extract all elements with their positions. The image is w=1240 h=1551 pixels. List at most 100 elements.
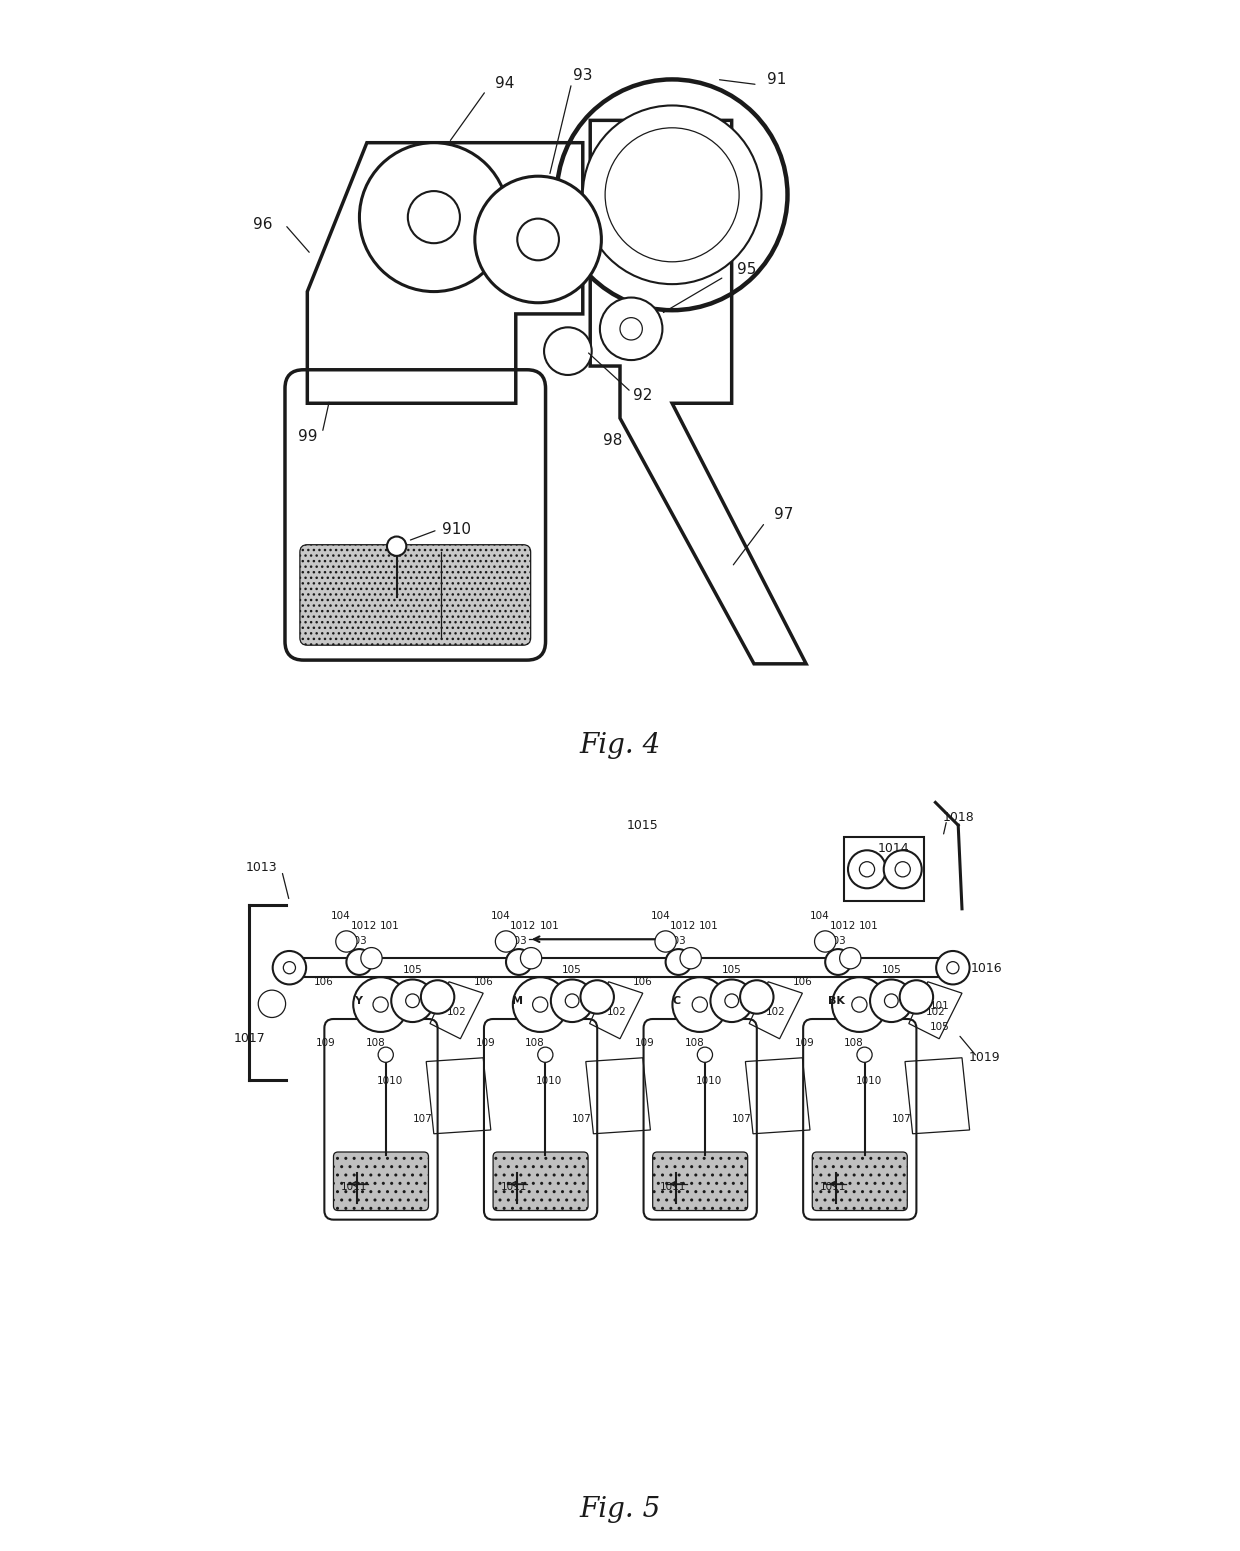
FancyBboxPatch shape [300,544,531,645]
Text: 107: 107 [572,1114,591,1123]
Circle shape [551,980,594,1022]
Text: 105: 105 [929,1022,949,1031]
Text: 98: 98 [603,433,622,448]
Text: C: C [673,996,681,1005]
Circle shape [360,143,508,292]
Circle shape [680,948,702,969]
Circle shape [387,537,407,555]
Text: 1012: 1012 [511,921,537,931]
Circle shape [495,931,517,952]
Text: 1017: 1017 [233,1031,265,1044]
Text: 1011: 1011 [341,1182,367,1193]
Circle shape [600,298,662,360]
Circle shape [825,949,851,976]
Text: 104: 104 [331,912,351,921]
Text: 103: 103 [667,937,687,946]
Circle shape [725,994,739,1008]
Text: 101: 101 [858,921,878,931]
Text: 103: 103 [348,937,368,946]
Text: 1012: 1012 [830,921,856,931]
Text: 1012: 1012 [670,921,697,931]
Text: 106: 106 [632,977,652,986]
Circle shape [557,79,787,310]
Text: 1010: 1010 [856,1075,882,1086]
Text: 101: 101 [929,1000,949,1011]
Circle shape [666,949,692,976]
Text: 103: 103 [507,937,527,946]
Text: 1013: 1013 [246,861,277,873]
Circle shape [346,949,372,976]
Circle shape [936,951,970,985]
Circle shape [839,948,861,969]
Text: 105: 105 [882,965,901,976]
Circle shape [513,977,568,1031]
FancyBboxPatch shape [334,1152,429,1210]
Text: 96: 96 [253,217,273,233]
Text: 1019: 1019 [968,1050,1001,1064]
Circle shape [857,1047,872,1062]
Text: 1012: 1012 [351,921,377,931]
Circle shape [283,962,295,974]
Circle shape [506,949,532,976]
Text: 104: 104 [491,912,511,921]
Circle shape [353,977,408,1031]
Text: 1016: 1016 [971,962,1002,974]
Text: 1014: 1014 [878,842,909,855]
Circle shape [336,931,357,952]
Text: 94: 94 [495,76,515,90]
Circle shape [258,990,285,1017]
Text: 103: 103 [827,937,847,946]
Text: 93: 93 [573,68,593,84]
FancyBboxPatch shape [652,1152,748,1210]
Circle shape [832,977,887,1031]
Circle shape [605,127,739,262]
Text: 102: 102 [925,1007,945,1017]
Text: 101: 101 [539,921,559,931]
Text: Y: Y [353,996,362,1005]
Text: 1018: 1018 [942,811,975,824]
Text: BK: BK [828,996,844,1005]
Circle shape [583,105,761,284]
Text: 106: 106 [314,977,334,986]
Text: 109: 109 [635,1038,655,1047]
Circle shape [900,980,934,1014]
Text: 99: 99 [298,430,317,444]
Circle shape [870,980,913,1022]
Text: 95: 95 [737,262,756,276]
Text: Fig. 4: Fig. 4 [579,732,661,760]
Text: 105: 105 [403,965,423,976]
Text: 101: 101 [699,921,719,931]
Text: 1010: 1010 [377,1075,403,1086]
Circle shape [884,994,898,1008]
Circle shape [565,994,579,1008]
Text: 102: 102 [446,1007,466,1017]
Text: 91: 91 [766,71,786,87]
Text: 910: 910 [441,523,471,537]
Text: 97: 97 [774,507,794,523]
Text: 109: 109 [795,1038,815,1047]
Text: 1011: 1011 [660,1182,687,1193]
Circle shape [692,997,707,1013]
Circle shape [711,980,753,1022]
Circle shape [895,862,910,876]
Text: 101: 101 [379,921,399,931]
Circle shape [848,850,887,889]
Circle shape [373,997,388,1013]
Text: Fig. 5: Fig. 5 [579,1495,661,1523]
Text: 104: 104 [810,912,830,921]
Text: 106: 106 [474,977,494,986]
Circle shape [475,177,601,302]
Text: 109: 109 [476,1038,495,1047]
Text: 102: 102 [606,1007,626,1017]
Text: 1010: 1010 [696,1075,722,1086]
Circle shape [852,997,867,1013]
Circle shape [859,862,874,876]
Circle shape [672,977,727,1031]
Text: 107: 107 [732,1114,751,1123]
Circle shape [533,997,548,1013]
Text: M: M [512,996,523,1005]
Circle shape [697,1047,713,1062]
Text: 108: 108 [366,1038,386,1047]
Circle shape [815,931,836,952]
Text: 1015: 1015 [627,819,658,831]
